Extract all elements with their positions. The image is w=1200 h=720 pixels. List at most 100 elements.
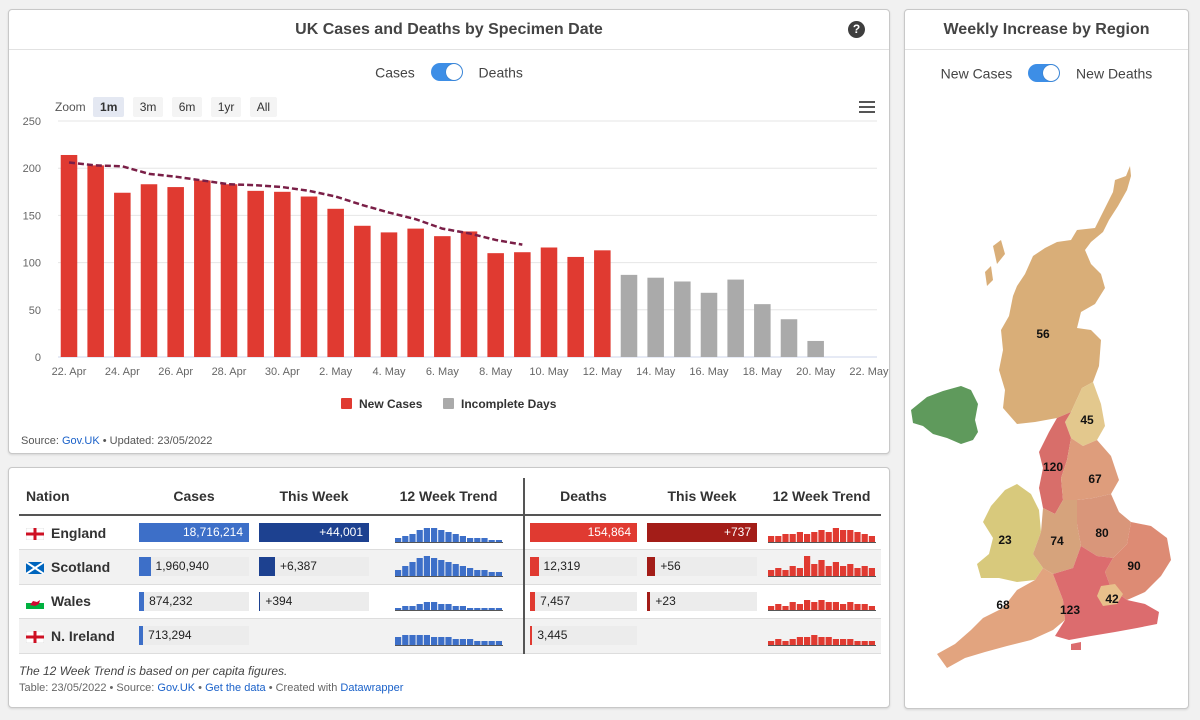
region-northern-ireland[interactable] bbox=[911, 386, 978, 444]
bar-new-cases bbox=[594, 250, 611, 357]
nation-name: N. Ireland bbox=[51, 627, 115, 644]
get-data-link[interactable]: Get the data bbox=[205, 682, 266, 694]
toggle-right-label: Deaths bbox=[478, 64, 523, 81]
spark-bar bbox=[817, 529, 825, 542]
spark-bar bbox=[430, 557, 437, 576]
y-tick-label: 50 bbox=[29, 305, 41, 317]
spark-bar bbox=[459, 606, 466, 611]
spark-bar bbox=[459, 638, 466, 645]
nation-cell: Wales bbox=[19, 584, 134, 619]
deaths-week-cell: +737 bbox=[642, 515, 762, 550]
spark-bar bbox=[480, 537, 488, 542]
spark-bar bbox=[444, 561, 452, 576]
bar-incomplete-days bbox=[647, 277, 664, 357]
cases-bar-value: 874,232 bbox=[149, 593, 193, 608]
zoom-1m-button[interactable]: 1m bbox=[93, 97, 125, 117]
zoom-3m-button[interactable]: 3m bbox=[132, 97, 164, 117]
zoom-6m-button[interactable]: 6m bbox=[171, 97, 203, 117]
bar-new-cases bbox=[354, 225, 371, 357]
table-row: Wales 874,232 +394 7,457 +23 bbox=[19, 584, 881, 619]
region-east[interactable] bbox=[1105, 522, 1171, 600]
spark-bar bbox=[774, 535, 781, 542]
spark-bar bbox=[861, 565, 868, 576]
cases-week-cell bbox=[254, 618, 374, 654]
cases-deaths-card: UK Cases and Deaths by Specimen Date ? C… bbox=[8, 9, 890, 454]
region-west-midlands[interactable] bbox=[1033, 500, 1081, 574]
datawrapper-link[interactable]: Datawrapper bbox=[340, 682, 404, 694]
bar-new-cases bbox=[87, 165, 104, 357]
spark-bar bbox=[488, 640, 495, 645]
cases-bar-fill bbox=[139, 626, 144, 646]
scotland-flag-icon bbox=[26, 562, 44, 575]
spark-bar bbox=[473, 537, 480, 542]
x-tick-label: 2. May bbox=[319, 366, 353, 378]
x-tick-label: 28. Apr bbox=[212, 366, 247, 378]
bar-new-cases bbox=[140, 184, 158, 357]
cases-bar-fill bbox=[139, 557, 151, 577]
spark-bar bbox=[466, 567, 473, 576]
zoom-all-button[interactable]: All bbox=[249, 97, 278, 117]
deaths-week-bar: +737 bbox=[647, 523, 757, 542]
wales-flag-icon bbox=[26, 596, 44, 609]
y-tick-label: 200 bbox=[23, 163, 41, 175]
help-icon[interactable]: ? bbox=[848, 21, 865, 38]
spark-bar bbox=[789, 565, 796, 576]
header-deaths: Deaths bbox=[523, 478, 642, 516]
deaths-week-bar-fill bbox=[647, 523, 757, 542]
spark-bar bbox=[488, 608, 495, 611]
deaths-bar-value: 3,445 bbox=[537, 628, 568, 643]
region-wales[interactable] bbox=[977, 484, 1043, 582]
spark-bar bbox=[444, 531, 452, 542]
nation-name: Scotland bbox=[51, 558, 111, 575]
bar-new-cases bbox=[167, 187, 184, 357]
spark-bar bbox=[810, 563, 817, 576]
map-card-title: Weekly Increase by Region bbox=[905, 10, 1188, 50]
footer-source-link[interactable]: Gov.UK bbox=[157, 682, 196, 694]
spark-bar bbox=[803, 555, 810, 576]
cases-trend-sparkline bbox=[394, 634, 503, 646]
cases-deaths-switch[interactable] bbox=[430, 63, 463, 82]
bar-new-cases bbox=[114, 192, 131, 357]
region-north-west[interactable] bbox=[1039, 412, 1071, 514]
region-label-london: 42 bbox=[1105, 592, 1119, 606]
cases-cell: 1,960,940 bbox=[134, 549, 254, 585]
spark-bar bbox=[437, 559, 444, 576]
map-cases-deaths-switch[interactable] bbox=[1028, 64, 1061, 83]
region-map-card: Weekly Increase by Region New Cases New … bbox=[904, 9, 1189, 709]
cases-trend-cell bbox=[374, 584, 524, 619]
deaths-week-bar-value: +737 bbox=[723, 525, 751, 539]
region-north-east[interactable] bbox=[1065, 382, 1105, 446]
zoom-1yr-button[interactable]: 1yr bbox=[210, 97, 242, 117]
region-london[interactable] bbox=[1097, 584, 1123, 606]
spark-bar bbox=[803, 600, 810, 611]
y-tick-label: 150 bbox=[23, 210, 41, 222]
spark-bar bbox=[803, 636, 810, 645]
region-label-south-east: 123 bbox=[1060, 603, 1080, 617]
spark-bar bbox=[810, 634, 817, 645]
bar-incomplete-days bbox=[620, 274, 638, 357]
region-south-west[interactable] bbox=[937, 568, 1065, 668]
northern-ireland-flag-icon bbox=[26, 631, 44, 644]
region-scotland[interactable] bbox=[999, 166, 1131, 424]
spark-bar bbox=[473, 569, 480, 576]
spark-bar bbox=[466, 608, 473, 611]
toggle-left-label: Cases bbox=[375, 64, 415, 81]
table-footer: Table: 23/05/2022 • Source: Gov.UK • Get… bbox=[19, 682, 404, 694]
spark-bar bbox=[488, 539, 495, 542]
cases-trend-cell bbox=[374, 515, 524, 550]
region-east-midlands[interactable] bbox=[1077, 494, 1131, 558]
cases-week-bar-value: +44,001 bbox=[319, 525, 363, 539]
cases-cell: 874,232 bbox=[134, 584, 254, 619]
deaths-trend-cell bbox=[762, 618, 881, 654]
region-yorkshire[interactable] bbox=[1061, 438, 1119, 500]
chart-menu-icon[interactable] bbox=[859, 101, 875, 114]
spark-bar bbox=[394, 569, 401, 576]
source-link[interactable]: Gov.UK bbox=[61, 435, 100, 447]
spark-bar bbox=[495, 539, 502, 542]
table-row: N. Ireland 713,294 3,445 bbox=[19, 618, 881, 654]
spark-bar bbox=[416, 557, 423, 576]
deaths-trend-cell bbox=[762, 549, 881, 585]
map-toggle-right-label: New Deaths bbox=[1076, 65, 1153, 82]
switch-knob bbox=[445, 64, 462, 81]
spark-bar bbox=[480, 640, 488, 645]
